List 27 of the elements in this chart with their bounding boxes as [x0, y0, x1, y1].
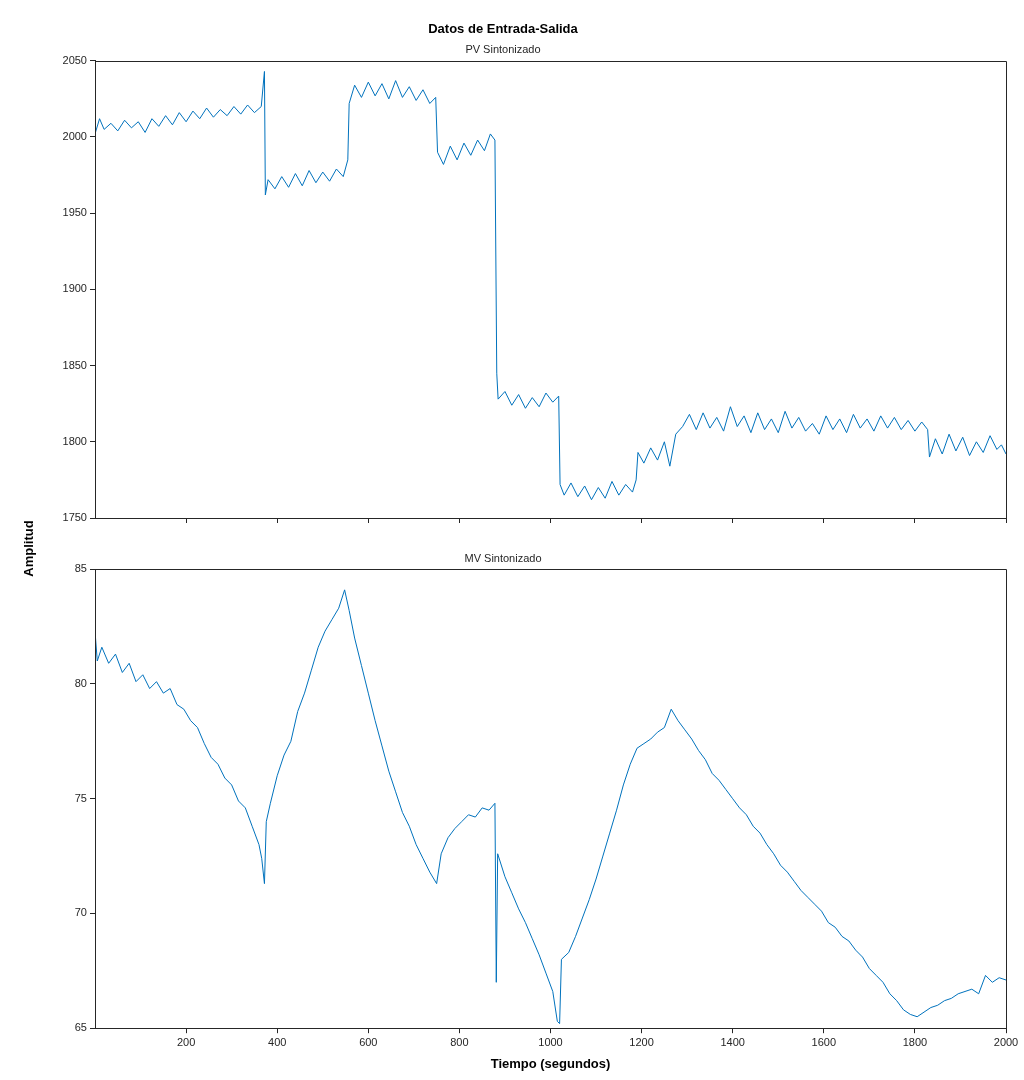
- x-tick-label: 1400: [720, 1035, 745, 1048]
- x-axis-title: Tiempo (segundos): [490, 1055, 611, 1071]
- y-tick-label: 80: [74, 676, 87, 689]
- y-tick-label: 1750: [62, 511, 87, 524]
- x-tick-label: 1800: [902, 1035, 928, 1048]
- x-tick-label: 2000: [993, 1035, 1019, 1048]
- y-tick-label: 2050: [62, 53, 87, 66]
- y-tick-label: 1800: [62, 434, 87, 447]
- x-tick-label: 400: [268, 1035, 287, 1048]
- x-tick-label: 1200: [629, 1035, 654, 1048]
- x-tick-label: 200: [176, 1035, 196, 1048]
- y-tick-label: 1900: [62, 282, 87, 295]
- y-tick-label: 65: [74, 1021, 87, 1034]
- y-axis-title: Amplitud: [20, 519, 36, 577]
- y-tick-label: 2000: [62, 130, 87, 143]
- x-tick-label: 1600: [811, 1035, 837, 1048]
- y-tick-label: 1850: [62, 358, 87, 371]
- x-tick-label: 600: [359, 1035, 378, 1048]
- chart-title: Datos de Entrada-Salida: [428, 21, 579, 37]
- y-tick-label: 75: [74, 791, 87, 804]
- y-tick-label: 85: [74, 562, 87, 575]
- x-tick-label: 800: [450, 1035, 469, 1048]
- y-tick-label: 70: [74, 906, 87, 919]
- x-tick-label: 1000: [538, 1035, 563, 1048]
- chart-subtitle: PV Sintonizado: [465, 43, 541, 56]
- chart-title: MV Sintonizado: [464, 551, 542, 564]
- y-tick-label: 1950: [62, 206, 87, 219]
